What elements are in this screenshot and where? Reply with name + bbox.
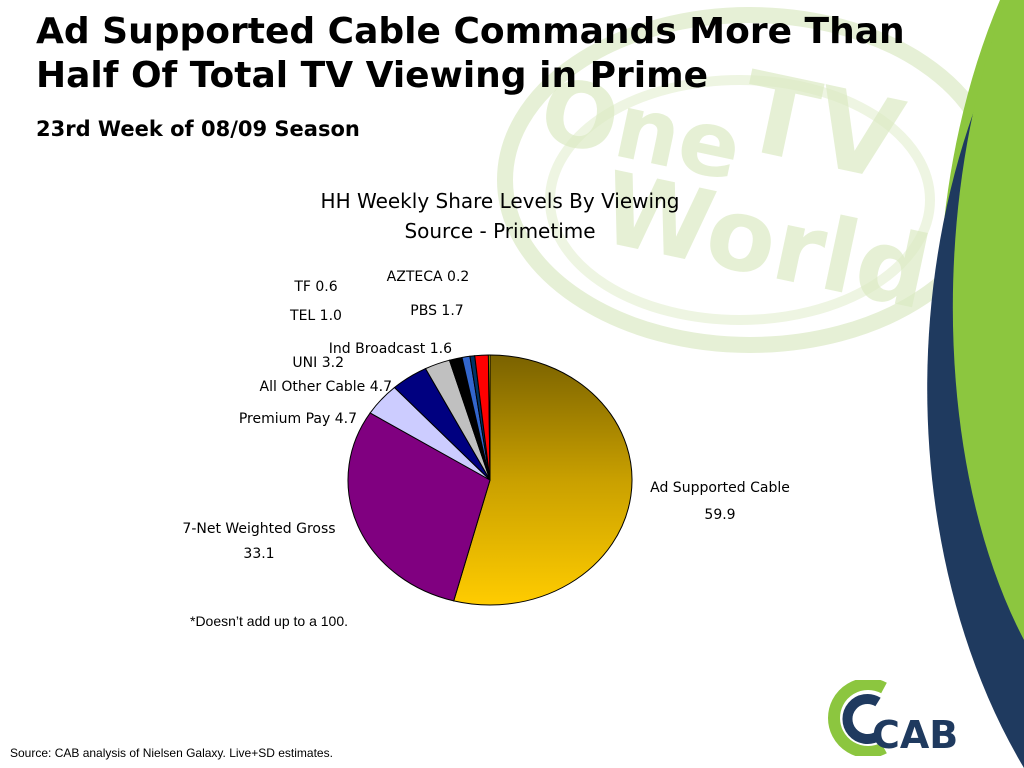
pie-slices bbox=[347, 354, 633, 606]
chart-title-line-2: Source - Primetime bbox=[404, 219, 596, 243]
pie-slice-azteca bbox=[487, 354, 491, 481]
slice-label-ind-broadcast: Ind Broadcast 1.6 bbox=[329, 341, 452, 357]
slice-value-7-net-weighted-gross: 33.1 bbox=[243, 546, 274, 562]
slice-label-uni: UNI 3.2 bbox=[292, 355, 344, 371]
slice-label-tel: TEL 1.0 bbox=[289, 308, 342, 324]
slice-label-pbs: PBS 1.7 bbox=[410, 303, 463, 319]
slice-label-azteca: AZTECA 0.2 bbox=[387, 269, 470, 285]
footnote: *Doesn’t add up to a 100. bbox=[190, 613, 349, 629]
slice-label-all-other-cable: All Other Cable 4.7 bbox=[260, 379, 392, 395]
slice-label-ad-supported-cable: Ad Supported Cable bbox=[650, 480, 790, 496]
slice-label-7-net-weighted-gross: 7-Net Weighted Gross bbox=[182, 521, 335, 537]
cab-logo-text: CAB bbox=[872, 713, 958, 756]
page-title-line-1: Ad Supported Cable Commands More Than bbox=[36, 11, 905, 52]
chart-title: HH Weekly Share Levels By Viewing Source… bbox=[270, 186, 730, 246]
page-title: Ad Supported Cable Commands More Than Ha… bbox=[36, 10, 936, 98]
cab-logo: CAB bbox=[828, 680, 958, 756]
cab-logo-mark bbox=[828, 680, 887, 756]
pie-slice-ad-supported-cable bbox=[453, 354, 633, 606]
slice-label-tf: TF 0.6 bbox=[293, 279, 337, 295]
page-title-line-2: Half Of Total TV Viewing in Prime bbox=[36, 55, 709, 96]
accent-green-edge bbox=[952, 0, 1024, 640]
slice-label-premium-pay: Premium Pay 4.7 bbox=[239, 411, 357, 427]
slice-value-ad-supported-cable: 59.9 bbox=[704, 507, 735, 523]
watermark-globe: One TV World bbox=[497, 7, 1003, 353]
page-subtitle: 23rd Week of 08/09 Season bbox=[36, 117, 360, 141]
pie-labels: Ad Supported Cable 59.9 7-Net Weighted Gro… bbox=[182, 269, 789, 562]
pie-slice-7-net-weighted-gross bbox=[347, 412, 491, 602]
chart-title-line-1: HH Weekly Share Levels By Viewing bbox=[320, 189, 680, 213]
source-note: Source: CAB analysis of Nielsen Galaxy. … bbox=[10, 746, 333, 760]
